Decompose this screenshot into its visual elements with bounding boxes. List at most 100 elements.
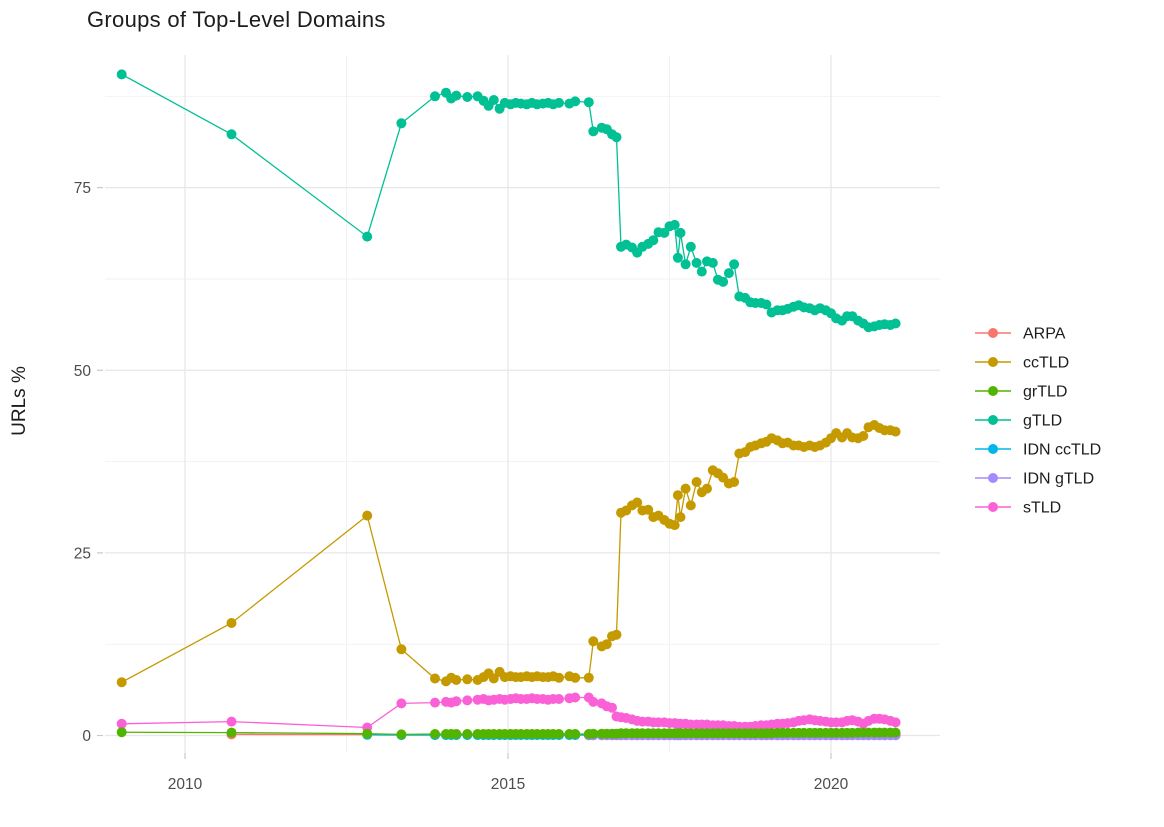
series-grtld-point: [396, 729, 407, 740]
series-grtld-point: [554, 729, 564, 739]
legend-key-point: [988, 328, 998, 338]
legend-key-point: [988, 386, 998, 396]
legend-label: gTLD: [1023, 413, 1062, 430]
series-cctld-point: [430, 673, 440, 684]
y-tick-label: 25: [74, 545, 91, 562]
legend-label: IDN ccTLD: [1023, 442, 1101, 459]
series-cctld-point: [611, 629, 622, 640]
series-gtld-point: [696, 266, 707, 277]
series-cctld-point: [396, 644, 407, 655]
series-gtld-point: [675, 227, 686, 238]
series-stld-point: [890, 717, 901, 728]
series-stld-point: [607, 702, 617, 713]
legend-item-stld: sTLD: [975, 500, 1061, 517]
series-gtld-point: [451, 90, 462, 101]
series-grtld-point: [570, 729, 581, 739]
series-stld-point: [226, 716, 237, 727]
series-gtld-point: [691, 257, 702, 268]
series-gtld-point: [648, 235, 659, 246]
series-gtld-point: [718, 276, 729, 287]
series-grtld-point: [226, 727, 237, 738]
legend-item-grtld: grTLD: [975, 384, 1067, 401]
series-stld: [116, 692, 901, 733]
series-cctld-point: [116, 677, 127, 688]
y-tick-label: 50: [74, 363, 92, 380]
series-grtld: [116, 727, 901, 740]
series-gtld-point: [890, 318, 901, 329]
x-tick-label: 2015: [491, 776, 525, 793]
legend-label: grTLD: [1023, 384, 1067, 401]
series-cctld-point: [669, 520, 680, 531]
series-gtld-point: [611, 132, 622, 143]
series-grtld-point: [362, 728, 373, 739]
series-gtld-point: [583, 97, 594, 108]
series-gtld-point: [723, 268, 734, 279]
series-cctld-point: [554, 672, 564, 683]
legend-item-idn-cctld: IDN ccTLD: [975, 442, 1101, 459]
legend-key-point: [988, 357, 998, 367]
series-gtld-point: [430, 91, 440, 102]
x-tick-label: 2020: [814, 776, 849, 793]
y-tick-label: 0: [82, 728, 91, 745]
legend-label: IDN gTLD: [1023, 471, 1094, 488]
series-gtld-point: [570, 96, 581, 107]
series-cctld-point: [226, 618, 237, 628]
series-gtld-point: [761, 299, 772, 310]
series-cctld-point: [729, 477, 740, 487]
series-grtld-point: [890, 727, 901, 738]
legend-key-point: [988, 444, 998, 454]
series-cctld-point: [462, 674, 473, 685]
x-tick-label: 2010: [168, 776, 203, 793]
series-gtld-point: [226, 129, 237, 140]
series-gtld-point: [116, 69, 127, 80]
series-stld-point: [554, 694, 564, 704]
series-gtld-point: [669, 219, 680, 230]
series-stld-point: [430, 697, 440, 708]
series-gtld-point: [488, 95, 499, 105]
series-stld-point: [570, 692, 581, 703]
series-cctld-point: [685, 500, 696, 511]
series-cctld-point: [675, 512, 686, 523]
legend-item-idn-gtld: IDN gTLD: [975, 471, 1094, 488]
series-stld-point: [462, 695, 473, 706]
series-gtld-point: [729, 259, 740, 270]
series-gtld-point: [672, 252, 683, 263]
series-gtld-point: [462, 92, 473, 102]
series-cctld-point: [643, 504, 654, 515]
series-grtld-point: [588, 728, 599, 739]
series-cctld-point: [570, 672, 581, 683]
y-axis-label: URLs %: [9, 366, 30, 436]
series-gtld-point: [680, 259, 691, 270]
series-cctld: [116, 420, 901, 688]
y-tick-label: 75: [74, 180, 91, 197]
series-stld-point: [451, 696, 462, 707]
series-cctld-point: [632, 497, 643, 508]
series-cctld-point: [451, 675, 462, 685]
series-gtld-point: [707, 257, 718, 268]
series-grtld-point: [430, 729, 440, 739]
axes: 2010 2015 2020 0 25 50 75: [74, 180, 849, 793]
series-gtld-line: [121, 73, 896, 328]
series-cctld-point: [858, 431, 869, 441]
series-gtld-point: [685, 241, 696, 252]
legend-key-point: [988, 473, 998, 483]
series-gtld: [116, 69, 901, 333]
series-cctld-point: [488, 673, 499, 684]
legend-key-point: [988, 415, 998, 425]
series-gtld-point: [588, 126, 599, 137]
series-cctld-point: [601, 639, 612, 650]
series-gtld-point: [396, 118, 407, 129]
series-cctld-point: [362, 510, 373, 521]
series-grtld-point: [451, 729, 462, 739]
series-cctld-point: [583, 672, 594, 683]
series-cctld-point: [702, 483, 712, 494]
legend-key-point: [988, 502, 998, 512]
series-gtld-point: [362, 231, 373, 242]
series-stld-point: [116, 718, 127, 729]
legend-label: ccTLD: [1023, 355, 1069, 372]
series-cctld-point: [691, 477, 702, 487]
series-cctld-point: [588, 636, 599, 647]
gridlines: [105, 55, 940, 753]
